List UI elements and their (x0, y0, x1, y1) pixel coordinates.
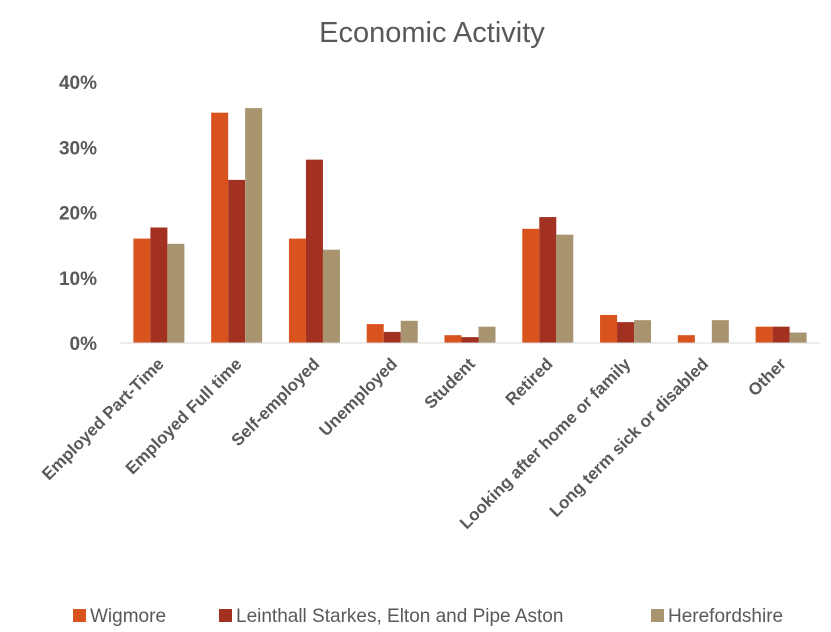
y-axis: 0% 10% 20% 30% 40% (59, 73, 97, 355)
bar (634, 320, 652, 343)
bar (133, 238, 151, 343)
bar (600, 314, 618, 343)
x-tick-label: Long term sick or disabled (546, 354, 712, 520)
bar (322, 249, 340, 343)
bar (305, 159, 323, 343)
bars-group (133, 108, 807, 343)
chart-title: Economic Activity (319, 17, 545, 49)
x-tick-label: Student (421, 354, 479, 412)
legend: Wigmore Leinthall Starkes, Elton and Pipe… (73, 606, 783, 627)
bar (789, 332, 807, 343)
x-tick-label: Retired (502, 354, 557, 409)
bar (522, 228, 540, 343)
bar (383, 331, 401, 343)
bar (556, 234, 574, 343)
legend-swatch (219, 609, 232, 622)
legend-label: Wigmore (90, 606, 166, 627)
x-tick-label: Unemployed (315, 354, 401, 440)
legend-label: Herefordshire (668, 606, 783, 627)
bar (478, 326, 496, 343)
bar (150, 227, 168, 343)
bar (772, 326, 790, 343)
y-tick-label: 10% (59, 269, 97, 290)
bar (228, 179, 246, 343)
legend-label: Leinthall Starkes, Elton and Pipe Aston (236, 606, 563, 627)
bar (288, 238, 306, 343)
bar (711, 320, 729, 343)
bar (617, 322, 635, 343)
bar (167, 243, 185, 343)
bar (677, 335, 695, 343)
x-tick-label: Looking after home or family (456, 354, 635, 533)
y-tick-label: 40% (59, 73, 97, 94)
bar (245, 108, 263, 343)
y-tick-label: 20% (59, 204, 97, 225)
bar (461, 337, 479, 343)
y-tick-label: 0% (70, 334, 98, 355)
y-tick-label: 30% (59, 138, 97, 159)
bar (539, 217, 557, 343)
bar (444, 335, 462, 343)
legend-swatch (651, 609, 664, 622)
bar (211, 112, 229, 343)
x-tick-label: Other (744, 354, 790, 400)
bar (755, 326, 773, 343)
bar (366, 324, 384, 343)
bar (400, 320, 418, 343)
legend-swatch (73, 609, 86, 622)
